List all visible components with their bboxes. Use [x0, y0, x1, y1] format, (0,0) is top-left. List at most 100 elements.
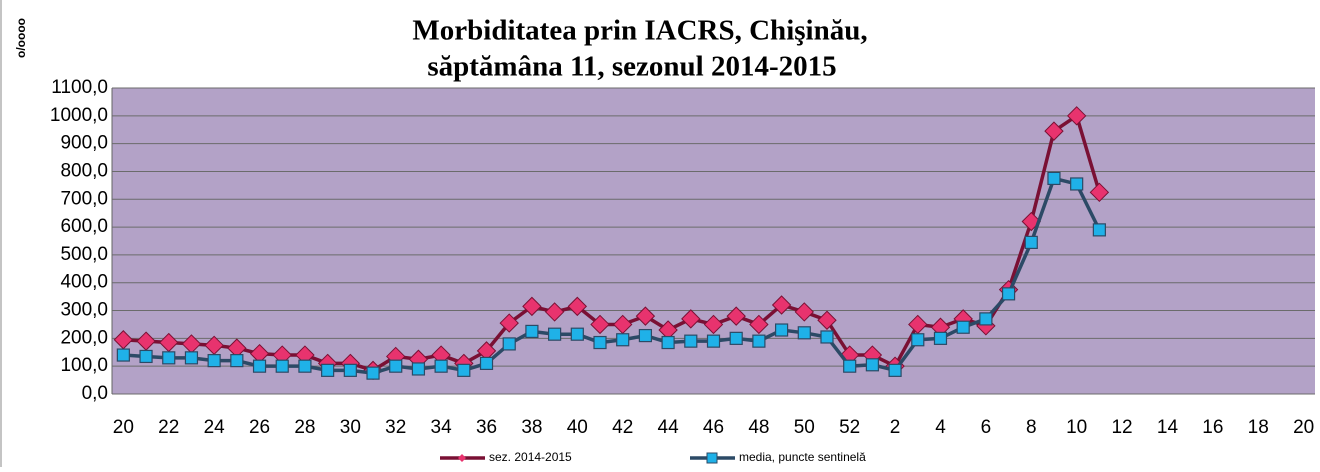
data-point: [207, 354, 221, 368]
legend-label: media, puncte sentinelă: [739, 450, 866, 464]
data-point: [616, 333, 630, 347]
y-tick-label: 1100,0: [51, 77, 108, 98]
data-point: [729, 331, 743, 345]
x-tick-label: 24: [204, 417, 226, 438]
y-tick-label: 900,0: [60, 133, 108, 154]
y-tick-label: 400,0: [60, 272, 108, 293]
data-point: [1070, 177, 1084, 191]
y-tick-label: 0,0: [82, 383, 108, 404]
x-tick-label: 32: [385, 417, 406, 438]
y-axis-label: o/oooo: [14, 18, 28, 58]
data-point: [389, 359, 403, 373]
data-point: [343, 363, 357, 377]
data-point: [684, 334, 698, 348]
data-point: [703, 314, 724, 335]
x-tick-label: 10: [1066, 417, 1087, 438]
data-point: [434, 359, 448, 373]
y-tick-label: 100,0: [60, 355, 108, 376]
y-tick-label: 500,0: [60, 244, 108, 265]
data-point: [797, 326, 811, 340]
data-point: [1001, 287, 1016, 301]
data-point: [820, 330, 834, 344]
data-point: [774, 323, 789, 337]
x-tick-label: 44: [658, 417, 680, 438]
x-tick-label: 48: [748, 417, 769, 438]
y-tick-label: 300,0: [60, 300, 108, 321]
x-tick-label: 42: [612, 417, 633, 438]
data-point: [522, 296, 542, 317]
data-point: [411, 362, 426, 376]
data-point: [590, 314, 610, 335]
x-tick-label: 30: [340, 417, 361, 438]
data-point: [888, 363, 902, 377]
data-point: [252, 359, 267, 373]
x-tick-label: 4: [935, 417, 946, 438]
data-point: [749, 314, 769, 335]
data-point: [548, 327, 562, 341]
x-tick-label: 28: [294, 417, 315, 438]
x-tick-label: 38: [521, 417, 542, 438]
x-tick-label: 2: [890, 417, 901, 438]
x-tick-label: 52: [839, 417, 860, 438]
data-point: [771, 295, 792, 315]
legend-marker: [458, 454, 466, 462]
x-tick-label: 8: [1026, 417, 1037, 438]
data-point: [752, 334, 766, 348]
data-point: [726, 306, 746, 326]
x-tick-label: 22: [158, 417, 179, 438]
data-point: [457, 363, 471, 377]
data-point: [525, 324, 539, 339]
x-tick-label: 6: [981, 417, 992, 438]
legend-marker: [706, 452, 718, 464]
data-point: [1047, 171, 1061, 186]
chart-title: săptămâna 11, sezonul 2014-2015: [427, 51, 836, 83]
data-point: [1089, 182, 1110, 203]
y-tick-label: 700,0: [60, 188, 108, 209]
data-point: [635, 306, 656, 326]
data-point: [593, 335, 607, 350]
data-point: [933, 331, 948, 345]
data-point: [499, 313, 519, 333]
x-tick-label: 12: [1111, 417, 1132, 438]
y-tick-label: 200,0: [60, 327, 108, 348]
data-point: [681, 309, 701, 329]
data-point: [298, 359, 312, 373]
data-point: [843, 359, 857, 373]
x-tick-label: 46: [703, 417, 724, 438]
data-point: [567, 296, 588, 317]
data-point: [116, 348, 130, 362]
x-tick-label: 14: [1157, 417, 1179, 438]
x-tick-label: 18: [1248, 417, 1269, 438]
data-point: [162, 351, 176, 365]
data-point: [184, 351, 199, 365]
x-tick-label: 26: [249, 417, 270, 438]
data-point: [230, 354, 244, 368]
plot-area: [112, 88, 1315, 394]
x-tick-label: 36: [476, 417, 497, 438]
y-tick-label: 600,0: [60, 216, 108, 237]
data-point: [139, 349, 153, 364]
x-tick-label: 34: [431, 417, 453, 438]
data-point: [1092, 223, 1106, 237]
y-tick-label: 800,0: [60, 160, 108, 181]
data-point: [544, 302, 565, 322]
data-point: [865, 358, 879, 372]
data-point: [366, 366, 380, 380]
data-point: [570, 327, 584, 341]
data-point: [638, 328, 653, 343]
data-point: [956, 320, 970, 334]
x-tick-label: 16: [1202, 417, 1223, 438]
y-tick-label: 1000,0: [50, 105, 108, 126]
legend-label: sez. 2014-2015: [489, 450, 572, 464]
data-point: [1044, 121, 1064, 141]
data-point: [794, 302, 814, 322]
data-point: [1066, 106, 1087, 126]
data-point: [911, 333, 925, 347]
x-tick-label: 40: [567, 417, 588, 438]
x-tick-label: 50: [794, 417, 815, 438]
x-tick-label: 20: [113, 417, 134, 438]
data-point: [321, 363, 335, 377]
x-tick-label: 20: [1293, 417, 1314, 438]
data-point: [479, 356, 494, 370]
